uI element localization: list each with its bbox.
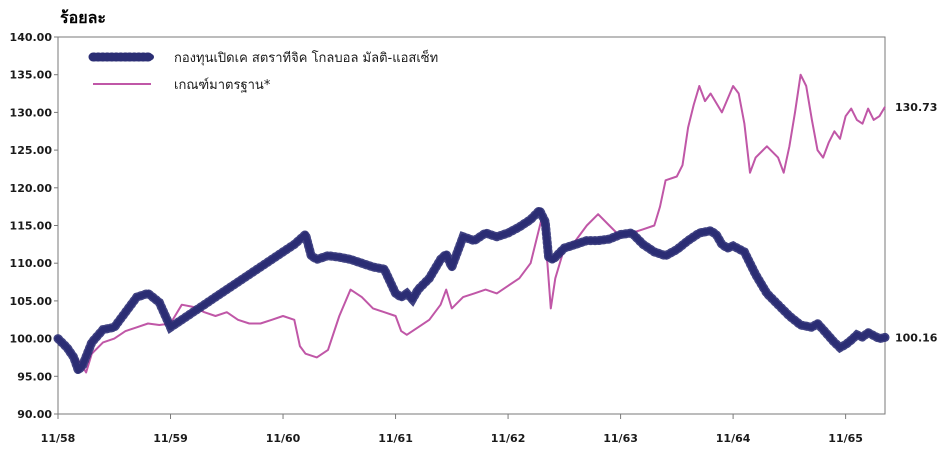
legend-label-fund: กองทุนเปิดเค สตราทีจิค โกลบอล มัลติ-แอสเ…: [174, 48, 438, 66]
y-tick-label: 95.00: [17, 370, 52, 383]
end-labels: 100.16 130.73: [895, 101, 938, 344]
end-label-benchmark: 130.73: [895, 101, 937, 114]
y-tick-label: 115.00: [10, 220, 53, 233]
x-tick-label: 11/62: [491, 432, 526, 445]
y-tick-label: 90.00: [17, 408, 52, 421]
legend: กองทุนเปิดเค สตราทีจิค โกลบอล มัลติ-แอสเ…: [88, 48, 438, 93]
x-axis: 11/58 11/59 11/60 11/61 11/62 11/63 11/64 11/65: [41, 414, 863, 445]
y-tick-label: 120.00: [10, 182, 53, 195]
y-tick-label: 100.00: [10, 333, 53, 346]
y-axis: 90.00 95.00 100.00 105.00 110.00 115.00 120.00…: [10, 31, 58, 421]
x-tick-label: 11/63: [603, 432, 638, 445]
y-tick-label: 110.00: [10, 257, 53, 270]
y-tick-label: 130.00: [10, 106, 53, 119]
y-tick-label: 135.00: [10, 69, 53, 82]
series-layer: [53, 73, 890, 380]
series-line-fund-texture: [53, 202, 890, 380]
end-label-fund: 100.16: [895, 331, 938, 344]
y-tick-label: 105.00: [10, 295, 53, 308]
x-tick-label: 11/64: [716, 432, 751, 445]
y-tick-label: 140.00: [10, 31, 53, 44]
x-tick-label: 11/59: [153, 432, 188, 445]
plot-area: [57, 36, 886, 415]
y-unit-label: ร้อยละ: [60, 8, 106, 27]
y-tick-label: 125.00: [10, 144, 53, 157]
x-tick-label: 11/58: [41, 432, 76, 445]
x-tick-label: 11/65: [828, 432, 863, 445]
legend-label-benchmark: เกณฑ์มาตรฐาน*: [174, 77, 271, 93]
x-tick-label: 11/61: [378, 432, 413, 445]
x-tick-label: 11/60: [266, 432, 301, 445]
